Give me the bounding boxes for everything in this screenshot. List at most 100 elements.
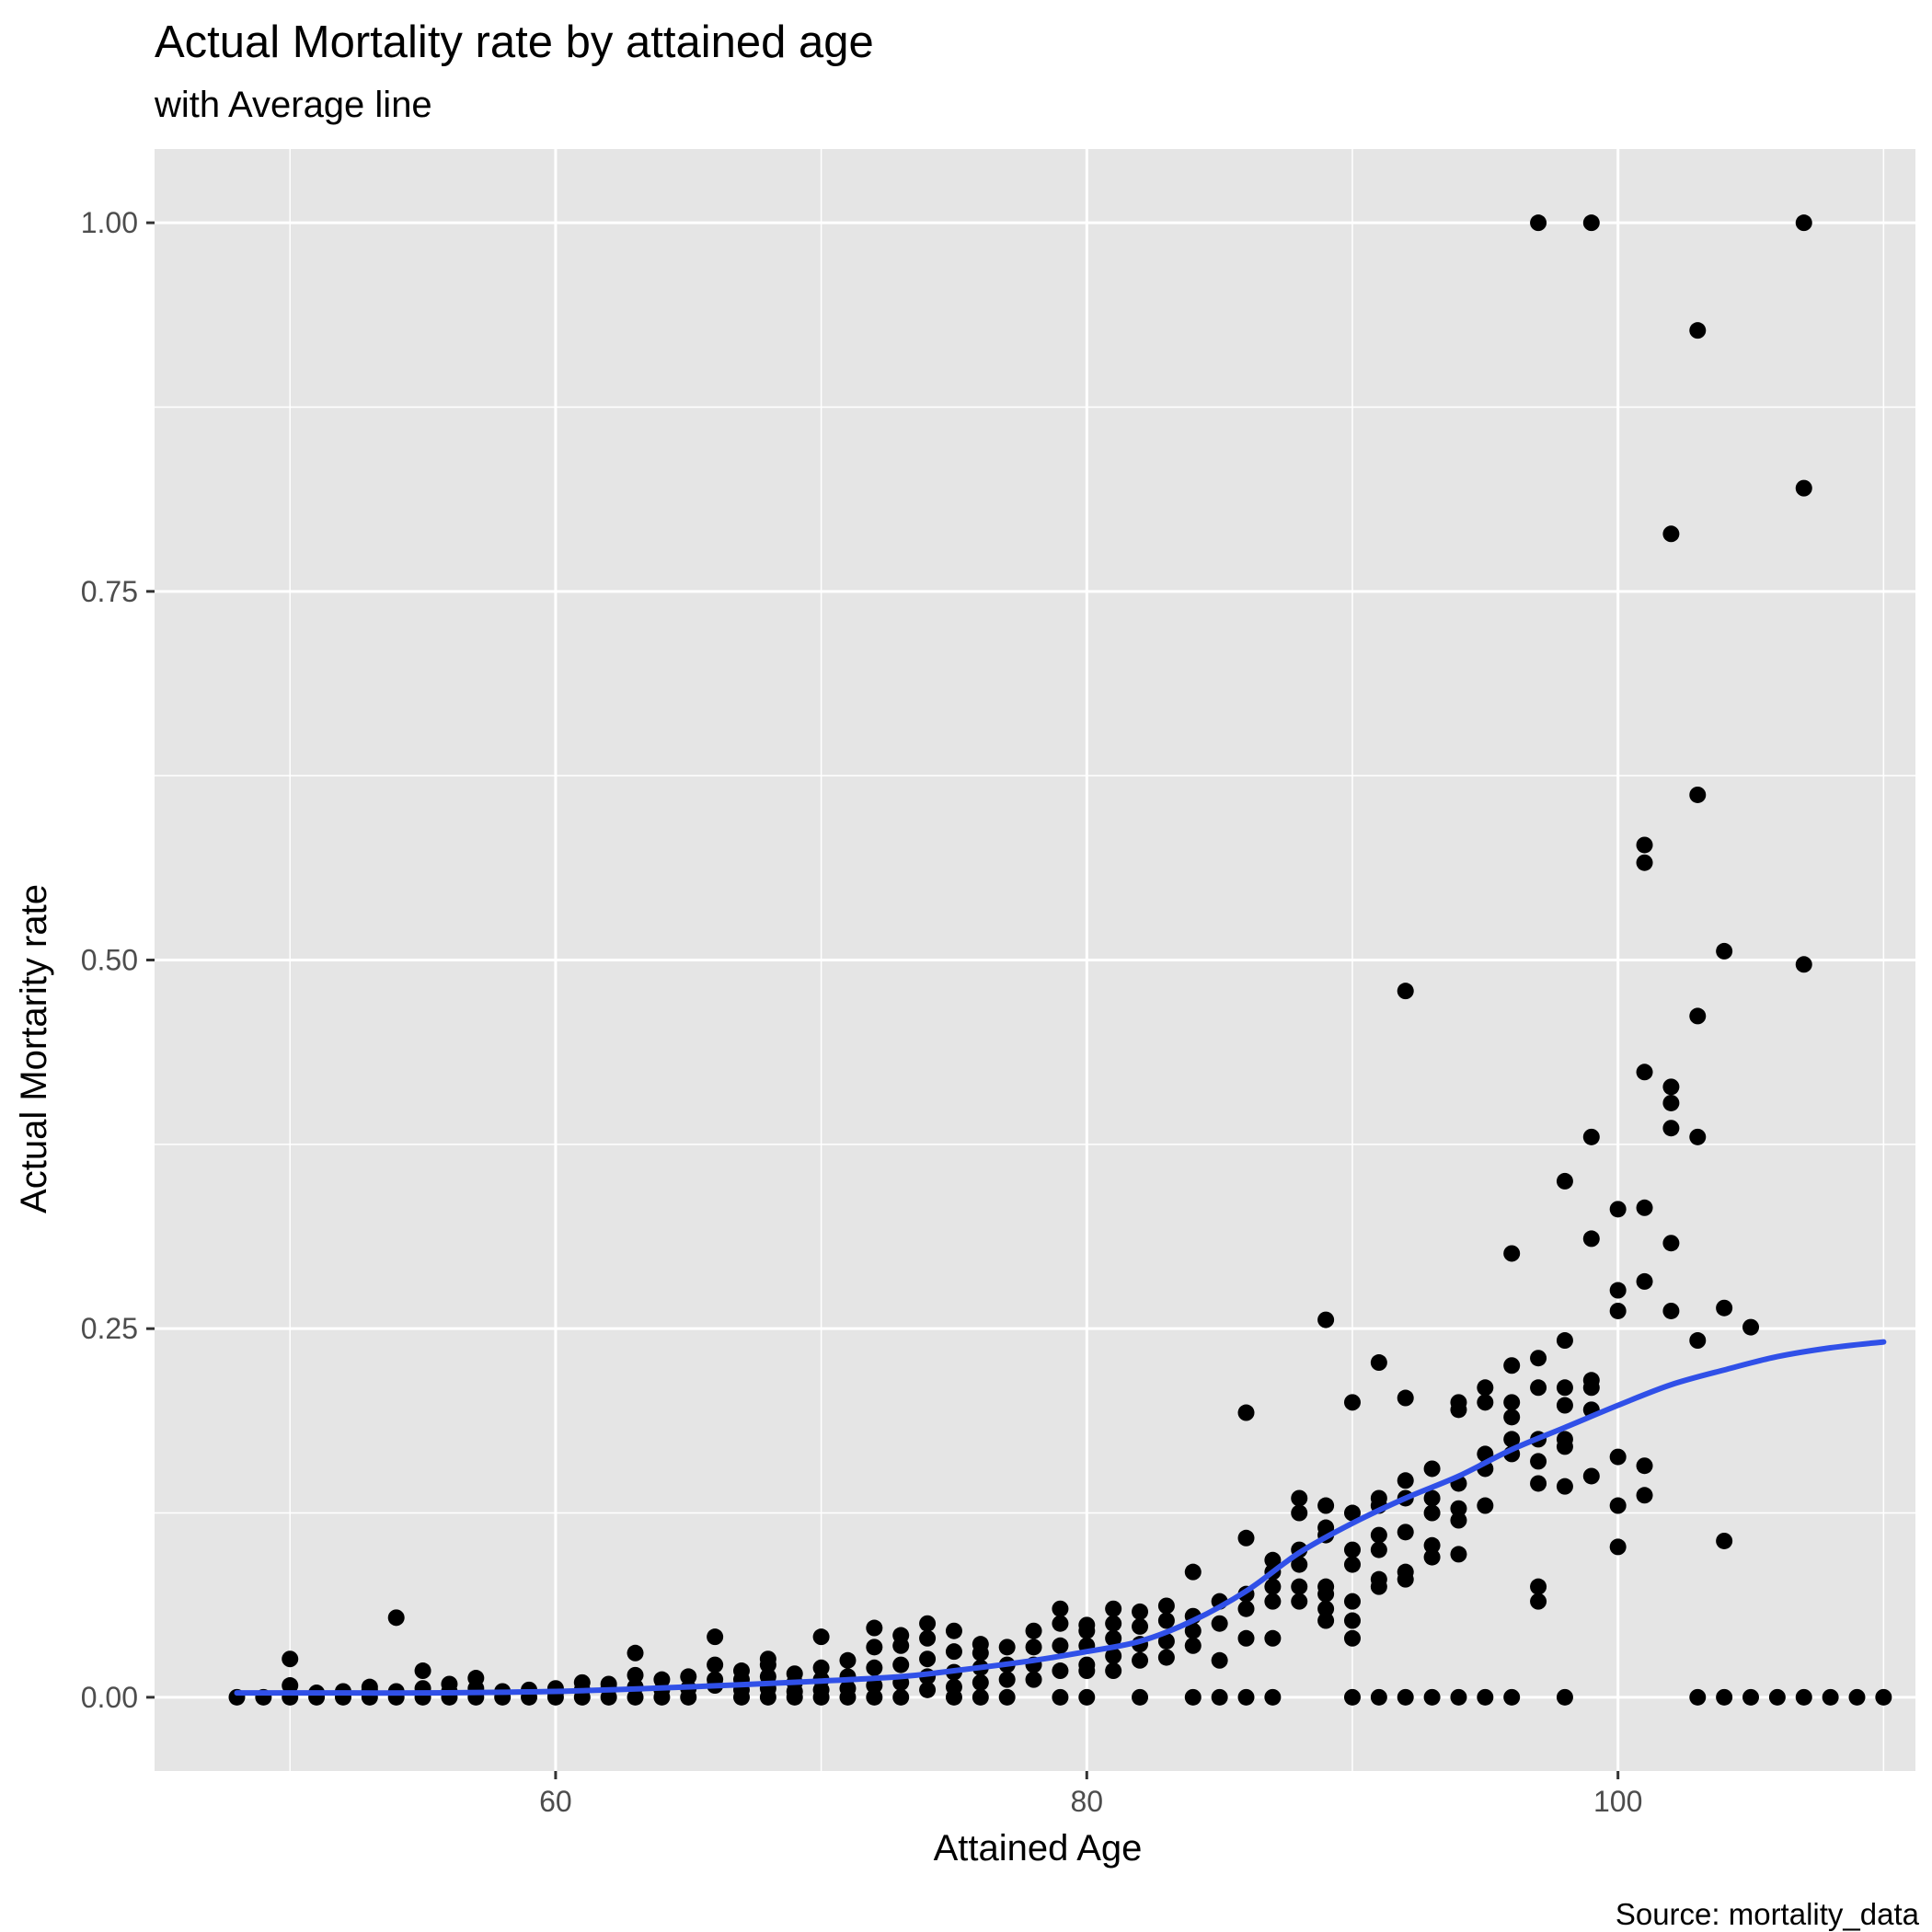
data-point [1291,1556,1308,1573]
data-point [1503,1394,1521,1411]
data-point [1157,1649,1175,1666]
data-point [1370,1526,1387,1544]
data-point [945,1622,962,1639]
data-point [1556,1397,1573,1414]
data-point [1078,1656,1096,1673]
data-point [627,1644,644,1662]
data-point [1423,1688,1441,1706]
x-tick-label: 80 [1070,1785,1103,1818]
data-point [627,1666,644,1684]
data-point [866,1688,883,1706]
data-point [1132,1651,1149,1669]
data-point [1184,1622,1202,1639]
data-point [1052,1615,1069,1632]
data-point [972,1673,989,1691]
data-point [1450,1500,1467,1517]
data-point [1477,1379,1494,1397]
data-point [1370,1541,1387,1558]
data-point [1530,1578,1547,1595]
data-point [1848,1688,1866,1706]
data-point [1450,1688,1467,1706]
data-point [1477,1688,1494,1706]
data-point [1237,1404,1255,1421]
data-point [1397,983,1414,1000]
data-point [1609,1302,1627,1319]
data-point [1768,1688,1786,1706]
data-point [1716,1299,1733,1317]
data-point [1184,1563,1202,1581]
data-point [1078,1616,1096,1634]
data-point [1662,1094,1680,1111]
data-point [1052,1662,1069,1680]
data-point [1157,1597,1175,1615]
data-point [1211,1651,1228,1669]
data-point [1237,1688,1255,1706]
data-point [1291,1489,1308,1507]
data-points [228,214,1892,1706]
data-point [919,1681,937,1698]
data-point [1662,1120,1680,1137]
data-point [707,1628,724,1646]
data-point [1264,1688,1282,1706]
data-point [1662,1078,1680,1096]
data-point [866,1677,883,1695]
data-point [945,1643,962,1661]
data-point [282,1650,299,1668]
data-point [1343,1541,1361,1558]
data-point [1397,1563,1414,1581]
data-point [1184,1637,1202,1654]
data-point [1370,1489,1387,1507]
data-point [1609,1497,1627,1514]
x-tick-label: 60 [539,1785,572,1818]
data-point [1582,214,1600,232]
data-point [1875,1688,1892,1706]
data-point [866,1619,883,1637]
data-point [1716,1688,1733,1706]
data-point [1397,1472,1414,1489]
data-point [1503,1409,1521,1426]
data-point [1105,1647,1122,1664]
data-point [1211,1688,1228,1706]
data-point [1636,836,1653,854]
data-point [1795,956,1812,973]
data-point [1636,1272,1653,1290]
data-point [1211,1615,1228,1632]
data-point [1662,1235,1680,1252]
data-point [1423,1504,1441,1522]
data-point [1052,1688,1069,1706]
data-point [1343,1688,1361,1706]
data-point [1582,1372,1600,1389]
data-point [1582,1128,1600,1145]
data-point [1237,1629,1255,1647]
data-point [812,1628,830,1646]
data-point [1636,1064,1653,1081]
chart-caption: Source: mortality_data [1615,1897,1919,1931]
data-point [1184,1688,1202,1706]
data-point [1132,1617,1149,1635]
data-point [919,1629,937,1647]
data-point [1291,1593,1308,1610]
data-point [1423,1536,1441,1554]
data-point [1795,1688,1812,1706]
data-point [1609,1538,1627,1556]
data-point [919,1650,937,1668]
data-point [387,1609,405,1627]
data-point [1556,1332,1573,1350]
data-point [1822,1688,1839,1706]
data-point [1450,1546,1467,1563]
y-tick-label: 0.75 [81,575,138,608]
data-point [441,1675,458,1693]
data-point [1052,1600,1069,1617]
data-point [1025,1622,1042,1639]
data-point [282,1677,299,1695]
data-point [1689,322,1707,339]
data-point [1477,1497,1494,1514]
data-point [1795,214,1812,232]
data-point [1795,479,1812,497]
data-point [1742,1318,1760,1336]
data-point [1343,1556,1361,1573]
data-point [1450,1512,1467,1529]
y-tick-label: 1.00 [81,206,138,239]
